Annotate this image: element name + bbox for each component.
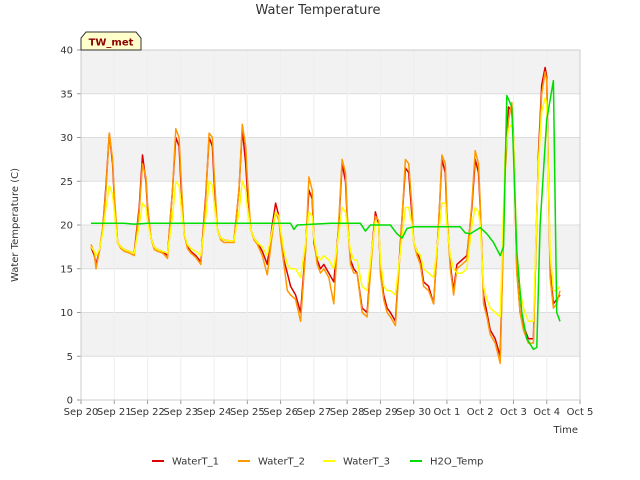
x-tick-label: Oct 5 — [567, 407, 594, 418]
y-tick-label: 40 — [60, 46, 73, 57]
legend-item-watert-2: WaterT_2 — [238, 457, 305, 468]
x-axis-label: Time — [553, 425, 578, 436]
series-line-h2o-temp — [91, 79, 561, 351]
grid-band — [81, 225, 580, 269]
legend-label: H2O_Temp — [430, 457, 483, 468]
x-tick-label: Sep 28 — [330, 407, 365, 418]
site-label: TW_met — [89, 38, 134, 49]
x-tick-label: Sep 21 — [97, 407, 132, 418]
grid-band — [81, 50, 580, 94]
legend-label: WaterT_1 — [172, 457, 219, 468]
plot-frame — [80, 49, 581, 401]
x-tick-label: Sep 25 — [230, 407, 265, 418]
x-tick-label: Sep 24 — [197, 407, 232, 418]
x-tick-label: Sep 20 — [64, 407, 99, 418]
y-tick-label: 35 — [60, 89, 73, 100]
x-tick-label: Oct 2 — [467, 407, 494, 418]
x-tick-label: Sep 26 — [263, 407, 298, 418]
y-tick-label: 5 — [67, 352, 73, 363]
legend-label: WaterT_2 — [258, 457, 305, 468]
legend-item-watert-3: WaterT_3 — [323, 457, 390, 468]
x-tick-label: Oct 3 — [500, 407, 527, 418]
series-line-watert-3 — [90, 97, 561, 323]
legend: WaterT_1 WaterT_2 WaterT_3 H2O_Temp — [152, 457, 483, 468]
x-tick-label: Sep 27 — [296, 407, 331, 418]
y-axis-ticks: 0 5 10 15 20 25 30 35 40 — [60, 46, 81, 407]
y-tick-label: 10 — [60, 308, 73, 319]
y-tick-label: 0 — [67, 396, 73, 407]
legend-label: WaterT_3 — [343, 457, 390, 468]
x-tick-label: Sep 23 — [163, 407, 198, 418]
y-tick-label: 25 — [60, 177, 73, 188]
x-tick-label: Oct 1 — [434, 407, 461, 418]
x-tick-label: Sep 22 — [130, 407, 165, 418]
y-tick-label: 15 — [60, 264, 73, 275]
legend-item-watert-1: WaterT_1 — [152, 457, 219, 468]
grid-band — [81, 137, 580, 182]
y-axis-label: Water Temperature (C) — [10, 168, 21, 282]
grid-band — [81, 312, 580, 357]
y-tick-label: 30 — [60, 133, 73, 144]
chart-title: Water Temperature — [256, 3, 381, 18]
x-tick-label: Sep 29 — [363, 407, 398, 418]
series-layer — [90, 66, 561, 365]
site-label-box: TW_met — [80, 31, 142, 51]
y-tick-label: 20 — [60, 221, 73, 232]
x-tick-label: Oct 4 — [533, 407, 560, 418]
legend-item-h2o-temp: H2O_Temp — [410, 457, 483, 468]
x-tick-label: Sep 30 — [396, 407, 431, 418]
